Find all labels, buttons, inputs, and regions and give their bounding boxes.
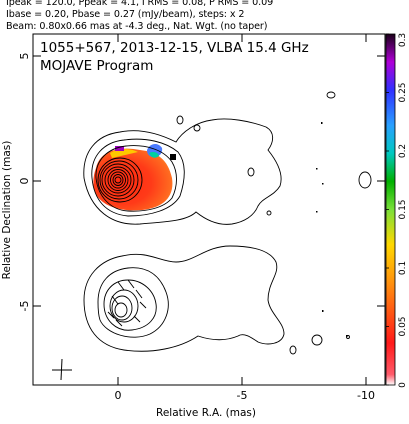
polarization-yellow-rim bbox=[110, 149, 138, 158]
y-tick-label: -5 bbox=[18, 301, 31, 312]
polarization-purple-knot bbox=[115, 146, 124, 151]
south-lobe-outer-contour bbox=[83, 245, 285, 352]
south-lobe-contour-3 bbox=[103, 279, 157, 331]
colorbar-ticks bbox=[386, 33, 389, 386]
island-contour bbox=[326, 91, 336, 99]
jet-outer-contour bbox=[83, 118, 282, 225]
island-contour bbox=[289, 345, 297, 355]
island-contour bbox=[193, 124, 201, 132]
y-axis-title: Relative Declination (mas) bbox=[1, 141, 13, 280]
colorbar-tick-label: 0.25 bbox=[398, 82, 408, 102]
header-line-2: Ibase = 0.20, Pbase = 0.27 (mJy/beam), s… bbox=[6, 9, 245, 20]
y-tick-label: 0 bbox=[18, 178, 31, 185]
core-contours bbox=[97, 157, 143, 203]
island-contour bbox=[176, 115, 184, 125]
colorbar-tick-label: 0.15 bbox=[398, 199, 408, 219]
plot-frame bbox=[32, 33, 386, 386]
polarization-cyan-knot bbox=[149, 152, 159, 158]
jet-contour-2 bbox=[91, 138, 185, 217]
x-tick-label: -5 bbox=[237, 389, 248, 402]
source-label: 1055+567, 2013-12-15, VLBA 15.4 GHz bbox=[40, 40, 309, 56]
x-tick-label: -10 bbox=[357, 389, 375, 402]
colorbar-tick-label: 0.3 bbox=[398, 33, 408, 47]
y-tick-label: 5 bbox=[18, 53, 31, 60]
island-contour bbox=[247, 167, 255, 177]
south-lobe-contour-2 bbox=[97, 267, 169, 338]
south-lobe-contour-5 bbox=[111, 295, 133, 321]
axis-ticks bbox=[33, 34, 385, 385]
island-contour bbox=[311, 334, 323, 346]
noise-specks bbox=[316, 122, 348, 337]
colorbar-tick-label: 0.2 bbox=[398, 144, 408, 158]
polarization-black-pixel bbox=[170, 154, 176, 160]
evpa-vectors bbox=[107, 279, 147, 327]
x-tick-label: 0 bbox=[115, 389, 122, 402]
beam-cross bbox=[52, 358, 72, 381]
program-label: MOJAVE Program bbox=[40, 58, 154, 74]
jet-contour-3 bbox=[95, 145, 177, 212]
island-contour bbox=[358, 171, 372, 189]
header-line-1: Ipeak = 120.0, Ppeak = 4.1, I RMS = 0.08… bbox=[6, 0, 274, 8]
south-lobe-contour-6 bbox=[114, 302, 128, 318]
header-line-3: Beam: 0.80x0.66 mas at -4.3 deg., Nat. W… bbox=[6, 21, 268, 32]
colorbar-tick-label: 0 bbox=[398, 382, 408, 388]
island-contour bbox=[266, 210, 272, 216]
south-lobe-contour-4 bbox=[109, 289, 139, 323]
colorbar-tick-label: 0.1 bbox=[398, 261, 408, 275]
colorbar-tick-label: 0.05 bbox=[398, 316, 408, 336]
x-axis-title: Relative R.A. (mas) bbox=[156, 407, 256, 419]
